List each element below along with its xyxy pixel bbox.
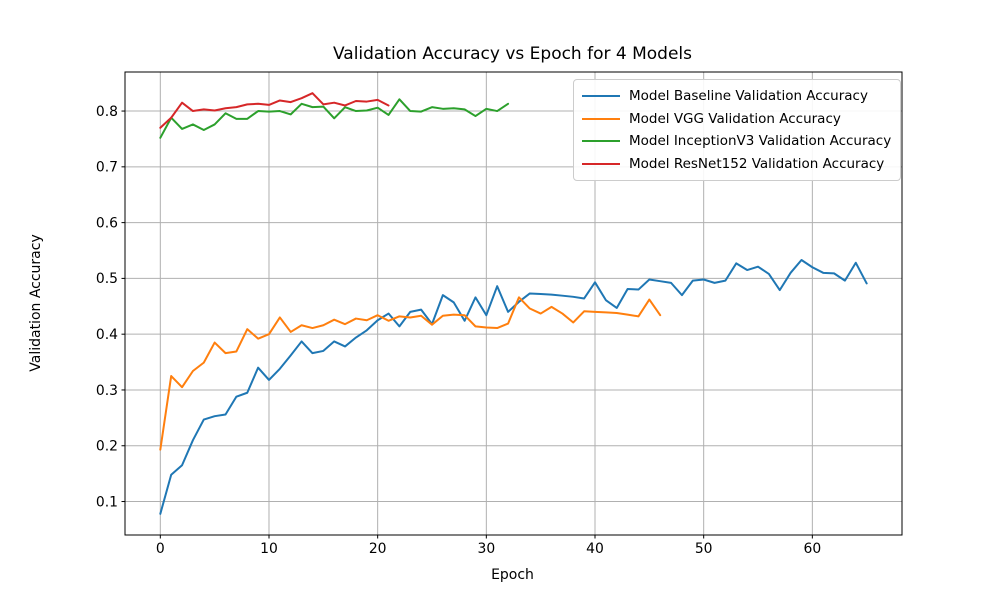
axes-spines	[124, 71, 903, 536]
legend-item-baseline: Model Baseline Validation Accuracy	[582, 85, 891, 108]
legend-item-resnet152: Model ResNet152 Validation Accuracy	[582, 153, 891, 176]
y-tick-label: 0.2	[96, 439, 118, 455]
y-axis-label: Validation Accuracy	[28, 234, 44, 372]
y-tick-label: 0.5	[96, 271, 118, 287]
y-tick-label: 0.6	[96, 215, 118, 231]
x-tick-label: 40	[586, 541, 604, 557]
legend-line-sample-inceptionv3	[582, 140, 620, 143]
series-line-resnet152	[159, 92, 390, 129]
y-tick-label: 0.8	[96, 104, 118, 120]
y-tick-label: 0.3	[96, 383, 118, 399]
legend-item-vgg: Model VGG Validation Accuracy	[582, 108, 891, 131]
y-tick-label: 0.4	[96, 327, 118, 343]
chart-title: Validation Accuracy vs Epoch for 4 Model…	[332, 44, 693, 64]
legend-label: Model ResNet152 Validation Accuracy	[629, 155, 885, 172]
legend-label: Model Baseline Validation Accuracy	[629, 88, 868, 105]
legend-line-sample-baseline	[582, 95, 620, 98]
x-axis-label: Epoch	[491, 567, 534, 583]
legend-line-sample-vgg	[582, 117, 620, 120]
x-tick-label: 0	[156, 541, 165, 557]
legend-item-inceptionv3: Model InceptionV3 Validation Accuracy	[582, 130, 891, 153]
legend-label: Model VGG Validation Accuracy	[629, 110, 841, 127]
y-tick-label: 0.7	[96, 160, 118, 176]
x-tick-label: 20	[369, 541, 387, 557]
series-line-inceptionv3	[159, 98, 510, 139]
x-tick-label: 30	[477, 541, 495, 557]
legend-line-sample-resnet152	[582, 162, 620, 165]
x-tick-label: 60	[804, 541, 822, 557]
x-tick-label: 10	[260, 541, 278, 557]
legend-label: Model InceptionV3 Validation Accuracy	[629, 133, 892, 150]
series-line-baseline	[159, 258, 868, 515]
x-tick-label: 50	[695, 541, 713, 557]
y-tick-label: 0.1	[96, 494, 118, 510]
legend: Model Baseline Validation Accuracy Model …	[573, 79, 902, 181]
series-line-vgg	[159, 296, 662, 451]
